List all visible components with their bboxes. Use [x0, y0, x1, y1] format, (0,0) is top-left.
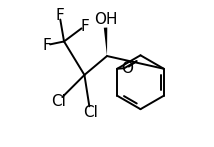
Text: O: O: [121, 61, 133, 76]
Text: F: F: [42, 38, 51, 53]
Text: Cl: Cl: [83, 105, 98, 120]
Text: Cl: Cl: [51, 94, 66, 109]
Text: F: F: [80, 19, 89, 34]
Text: OH: OH: [94, 12, 117, 27]
Polygon shape: [104, 27, 107, 56]
Text: F: F: [55, 9, 64, 24]
